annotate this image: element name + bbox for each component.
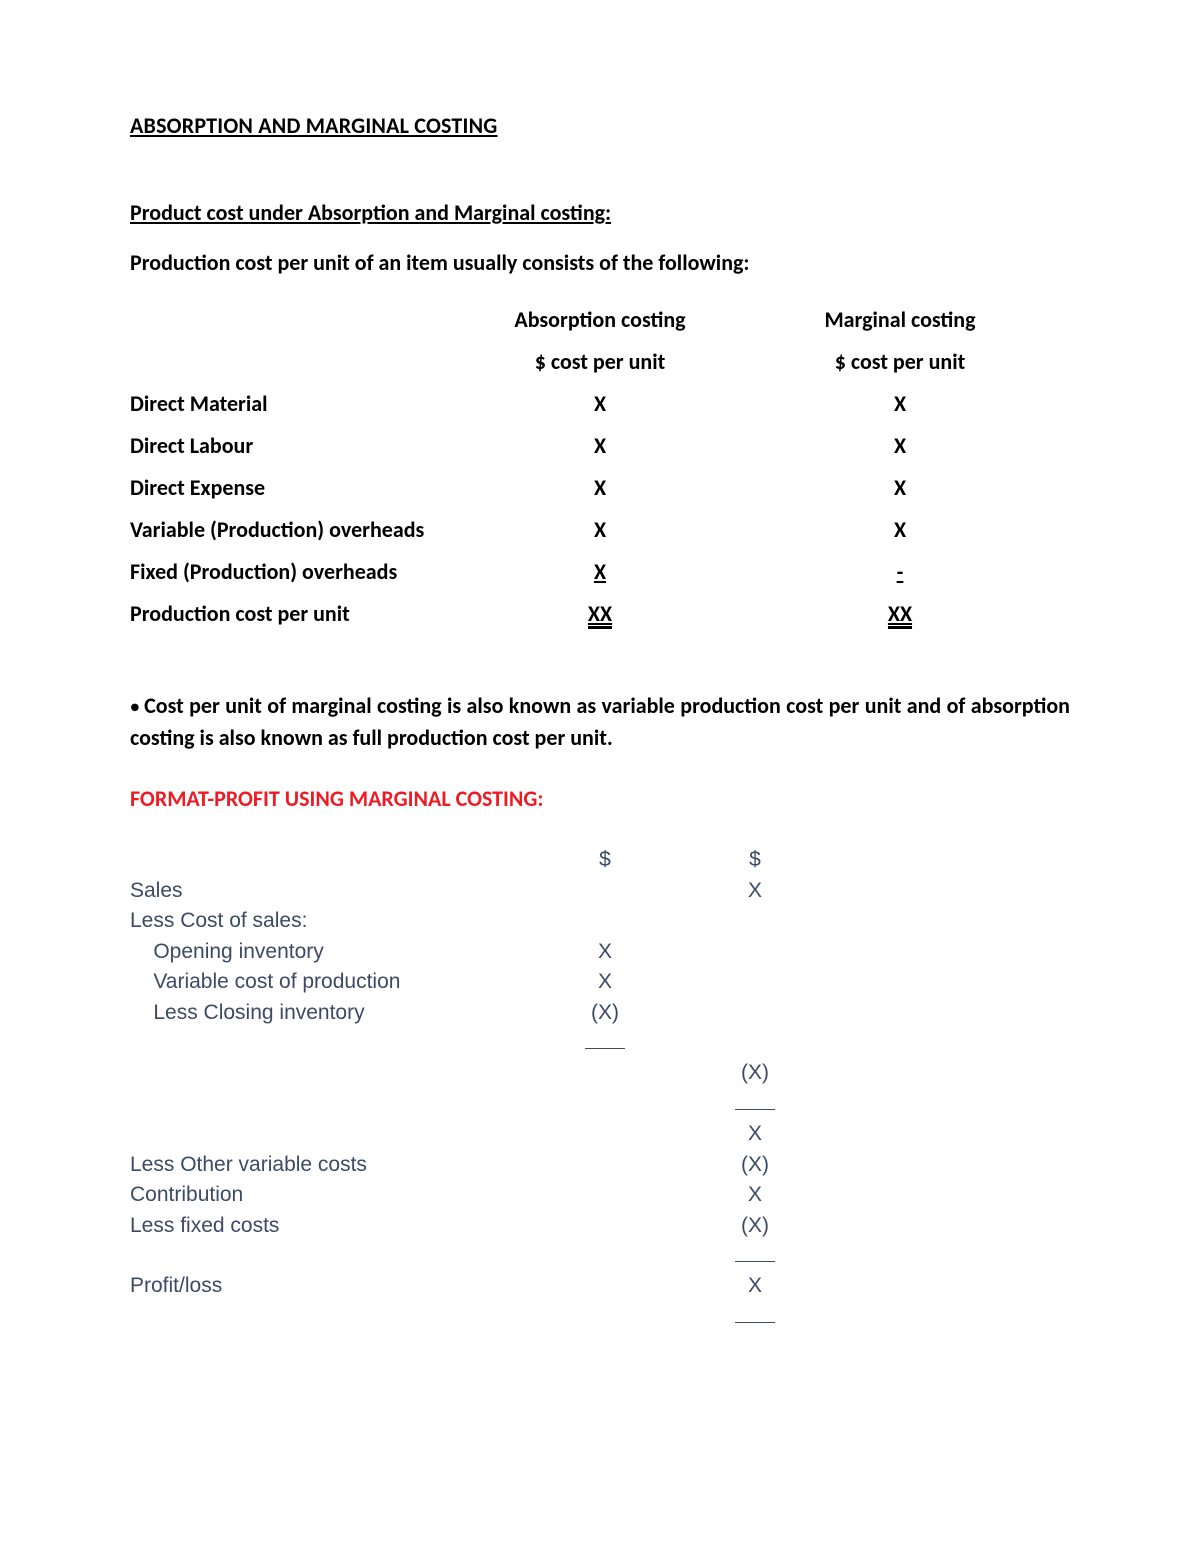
fmt-header-col1: $: [560, 845, 650, 875]
col-subheader-marginal: $ cost per unit: [770, 346, 1030, 378]
table-row: Direct MaterialXX: [130, 383, 1070, 425]
row-label: Direct Material: [130, 388, 470, 420]
fmt-col2: [710, 1089, 800, 1119]
fmt-row: [130, 1089, 1070, 1119]
fmt-label: Contribution: [130, 1180, 560, 1210]
fmt-header-col2: $: [710, 845, 800, 875]
section1-intro: Production cost per unit of an item usua…: [130, 247, 1070, 279]
section1-heading: Product cost under Absorption and Margin…: [130, 197, 1070, 229]
note-bullet: Cost per unit of marginal costing is als…: [130, 690, 1070, 754]
row-value-marginal: -: [770, 556, 1030, 588]
row-label: Fixed (Production) overheads: [130, 556, 470, 588]
col-subheader-absorption: $ cost per unit: [470, 346, 730, 378]
table-row: Direct ExpenseXX: [130, 467, 1070, 509]
row-value-absorption: X: [470, 388, 730, 420]
fmt-col2: X: [710, 1271, 800, 1301]
fmt-row: [130, 1302, 1070, 1332]
fmt-col2: (X): [710, 1058, 800, 1088]
row-value-absorption: X: [470, 472, 730, 504]
table-row: Variable (Production) overheadsXX: [130, 509, 1070, 551]
row-value-absorption: X: [470, 514, 730, 546]
document-page: ABSORPTION AND MARGINAL COSTING Product …: [0, 0, 1200, 1553]
row-label: Production cost per unit: [130, 598, 470, 630]
fmt-row: [130, 1241, 1070, 1271]
fmt-label: Less Closing inventory: [130, 998, 560, 1028]
fmt-label: Less fixed costs: [130, 1211, 560, 1241]
row-label: Direct Labour: [130, 430, 470, 462]
fmt-col2: X: [710, 1119, 800, 1149]
row-value-marginal: X: [770, 472, 1030, 504]
row-label: Variable (Production) overheads: [130, 514, 470, 546]
fmt-row: Profit/loss X: [130, 1271, 1070, 1301]
fmt-col2: (X): [710, 1211, 800, 1241]
fmt-label: Variable cost of production: [130, 967, 560, 997]
fmt-col1: X: [560, 967, 650, 997]
fmt-row: [130, 1028, 1070, 1058]
row-value-absorption: X: [470, 556, 730, 588]
fmt-label: Profit/loss: [130, 1271, 560, 1301]
table-row: Fixed (Production) overheadsX -: [130, 551, 1070, 593]
fmt-label: Less Cost of sales:: [130, 906, 560, 936]
fmt-row: Less Other variable costs (X): [130, 1150, 1070, 1180]
fmt-col1: (X): [560, 998, 650, 1028]
fmt-label: Sales: [130, 876, 560, 906]
row-value-marginal: X: [770, 430, 1030, 462]
fmt-row: (X): [130, 1058, 1070, 1088]
row-value-marginal: XX: [770, 598, 1030, 630]
fmt-label: Less Other variable costs: [130, 1150, 560, 1180]
fmt-col2: X: [710, 876, 800, 906]
main-title: ABSORPTION AND MARGINAL COSTING: [130, 110, 1070, 142]
cost-comparison-table: Absorption costing Marginal costing $ co…: [130, 299, 1070, 635]
col-header-absorption: Absorption costing: [470, 304, 730, 336]
fmt-col2: [710, 1241, 800, 1271]
table-row: Direct LabourXX: [130, 425, 1070, 467]
col-header-marginal: Marginal costing: [770, 304, 1030, 336]
fmt-row: Less Closing inventory(X): [130, 998, 1070, 1028]
fmt-row: Less Cost of sales:: [130, 906, 1070, 936]
fmt-col2: (X): [710, 1150, 800, 1180]
fmt-row: Variable cost of productionX: [130, 967, 1070, 997]
row-value-absorption: X: [470, 430, 730, 462]
row-label: Direct Expense: [130, 472, 470, 504]
red-heading: FORMAT-PROFIT USING MARGINAL COSTING:: [130, 783, 1070, 815]
fmt-col1: [560, 1028, 650, 1058]
fmt-row: Contribution X: [130, 1180, 1070, 1210]
row-value-marginal: X: [770, 388, 1030, 420]
fmt-row: Sales X: [130, 876, 1070, 906]
fmt-col2: X: [710, 1180, 800, 1210]
table-row: Production cost per unitXXXX: [130, 593, 1070, 635]
fmt-label: Opening inventory: [130, 937, 560, 967]
fmt-col2: [710, 1302, 800, 1332]
row-value-marginal: X: [770, 514, 1030, 546]
fmt-row: Less fixed costs (X): [130, 1211, 1070, 1241]
fmt-row: X: [130, 1119, 1070, 1149]
fmt-col1: X: [560, 937, 650, 967]
row-value-absorption: XX: [470, 598, 730, 630]
profit-format-table: $ $ SalesXLess Cost of sales: Opening in…: [130, 845, 1070, 1332]
fmt-row: Opening inventoryX: [130, 937, 1070, 967]
